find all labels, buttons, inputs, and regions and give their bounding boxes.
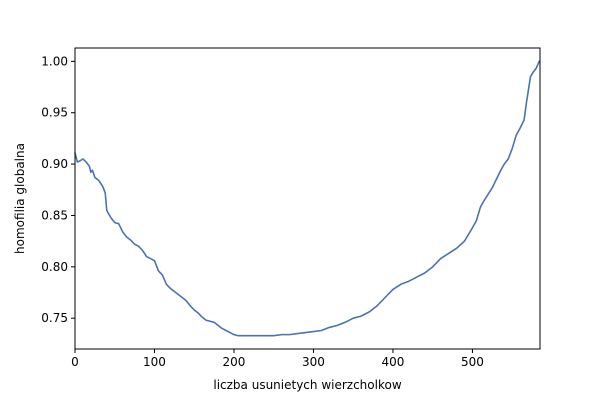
- x-axis-label: liczba usunietych wierzcholkow: [213, 378, 401, 392]
- y-tick-label: 0.75: [41, 311, 68, 325]
- x-tick-label: 0: [71, 355, 79, 369]
- x-tick-label: 500: [461, 355, 484, 369]
- series-layer: [74, 60, 541, 337]
- y-tick-label: 0.80: [41, 260, 68, 274]
- x-tick-label: 200: [223, 355, 246, 369]
- y-tick-label: 0.90: [41, 157, 68, 171]
- plot-frame: [74, 47, 541, 350]
- y-tick-label: 0.95: [41, 106, 68, 120]
- x-tick-label: 100: [143, 355, 166, 369]
- x-tick-label: 300: [302, 355, 325, 369]
- y-tick-label: 0.85: [41, 208, 68, 222]
- x-axis: 0 100 200 300 400 500: [71, 349, 484, 369]
- series-line-0: [74, 60, 541, 337]
- y-axis: 0.75 0.80 0.85 0.90 0.95 1.00: [41, 54, 75, 325]
- y-tick-label: 1.00: [41, 54, 68, 68]
- x-tick-label: 400: [381, 355, 404, 369]
- y-axis-label: homofilia globalna: [13, 143, 27, 254]
